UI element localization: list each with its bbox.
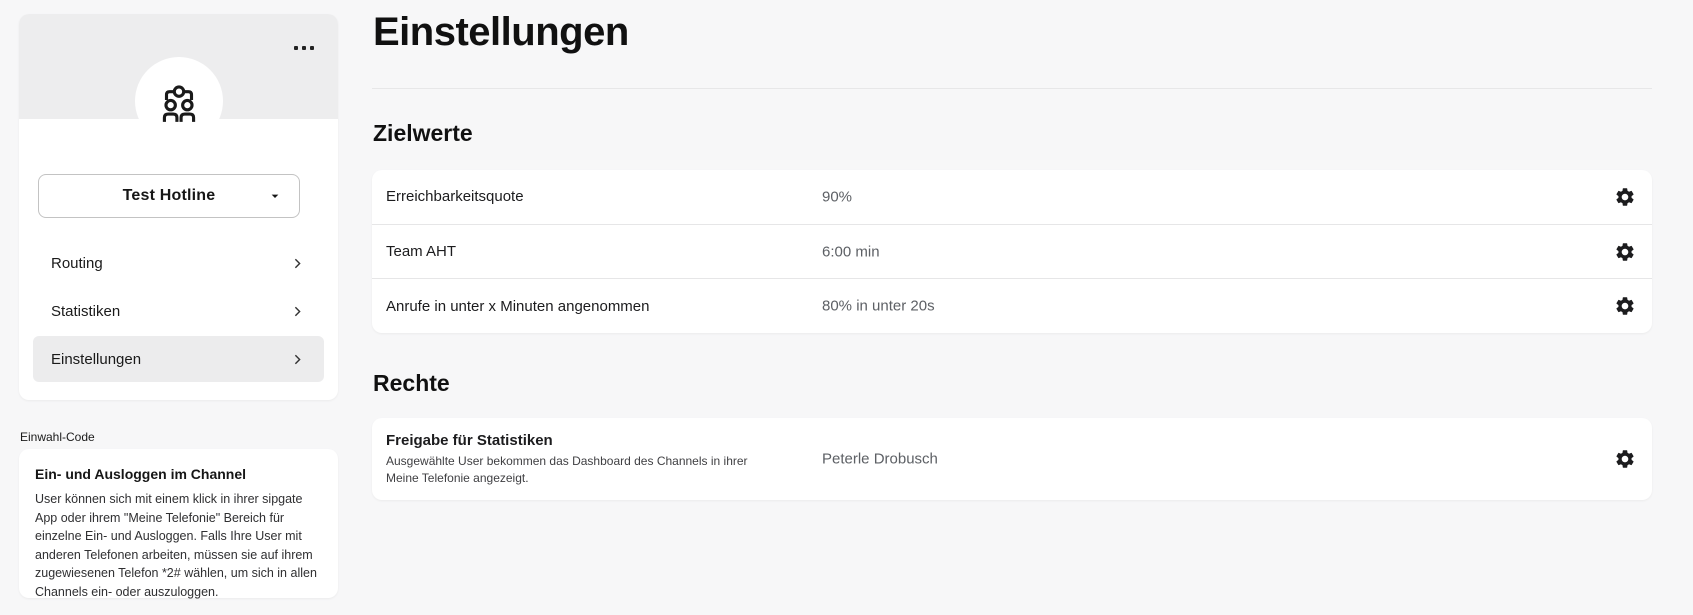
info-card-title: Ein- und Ausloggen im Channel	[35, 466, 247, 482]
sidebar-item-routing[interactable]: Routing	[33, 240, 324, 286]
channel-card: Test Hotline Routing Statistiken	[19, 14, 338, 400]
avatar	[134, 57, 223, 145]
chevron-right-icon	[289, 303, 306, 320]
row-label: Erreichbarkeitsquote	[386, 188, 524, 206]
chevron-right-icon	[289, 351, 306, 368]
row-description: Ausgewählte User bekommen das Dashboard …	[386, 453, 748, 485]
settings-row-freigabe-statistiken: Freigabe für Statistiken Ausgewählte Use…	[372, 418, 1652, 500]
page-title: Einstellungen	[373, 10, 629, 54]
team-icon	[162, 85, 195, 122]
row-value: 80% in unter 20s	[822, 297, 935, 315]
section-heading-zielwerte: Zielwerte	[373, 120, 473, 146]
sidebar-item-label: Statistiken	[51, 302, 121, 320]
settings-gear-button[interactable]	[1612, 446, 1638, 472]
section-heading-rechte: Rechte	[373, 370, 450, 396]
row-value: 6:00 min	[822, 243, 880, 260]
dial-code-info-card: Ein- und Ausloggen im Channel User könne…	[19, 449, 338, 599]
row-label-group: Freigabe für Statistiken Ausgewählte Use…	[386, 428, 776, 491]
sidebar-item-label: Routing	[51, 254, 103, 272]
zielwerte-card: Erreichbarkeitsquote 90% Team AHT 6:00 m…	[372, 170, 1652, 333]
row-label: Anrufe in unter x Minuten angenommen	[386, 297, 650, 315]
row-value: Peterle Drobusch	[822, 450, 938, 468]
chevron-right-icon	[289, 255, 306, 272]
chevron-down-icon	[267, 188, 283, 204]
main-content: Einstellungen Zielwerte Erreichbarkeitsq…	[372, 0, 1652, 615]
info-card-body: User können sich mit einem klick in ihre…	[35, 492, 317, 599]
gear-icon	[1616, 297, 1634, 315]
ellipsis-icon	[294, 46, 314, 50]
more-options-button[interactable]	[288, 40, 320, 56]
settings-gear-button[interactable]	[1612, 184, 1638, 210]
row-label: Team AHT	[386, 243, 457, 260]
sidebar-menu: Routing Statistiken Einstellungen	[33, 240, 324, 382]
settings-gear-button[interactable]	[1612, 239, 1638, 265]
settings-row-team-aht: Team AHT 6:00 min	[372, 225, 1652, 280]
sidebar-item-statistiken[interactable]: Statistiken	[33, 288, 324, 334]
settings-gear-button[interactable]	[1612, 293, 1638, 319]
row-value: 90%	[822, 188, 853, 206]
settings-row-anrufe-unter-x: Anrufe in unter x Minuten angenommen 80%…	[372, 279, 1652, 333]
channel-select-button[interactable]: Test Hotline	[38, 174, 300, 218]
gear-icon	[1616, 242, 1634, 261]
gear-icon	[1616, 188, 1634, 206]
dial-code-label: Einwahl-Code	[20, 430, 95, 444]
channel-name: Test Hotline	[122, 187, 216, 204]
settings-row-erreichbarkeitsquote: Erreichbarkeitsquote 90%	[372, 170, 1652, 225]
rechte-card: Freigabe für Statistiken Ausgewählte Use…	[372, 418, 1652, 500]
sidebar-item-label: Einstellungen	[51, 350, 142, 368]
gear-icon	[1616, 450, 1634, 468]
divider	[372, 88, 1652, 89]
row-label: Freigabe für Statistiken	[386, 431, 553, 449]
sidebar-item-einstellungen[interactable]: Einstellungen	[33, 336, 324, 382]
